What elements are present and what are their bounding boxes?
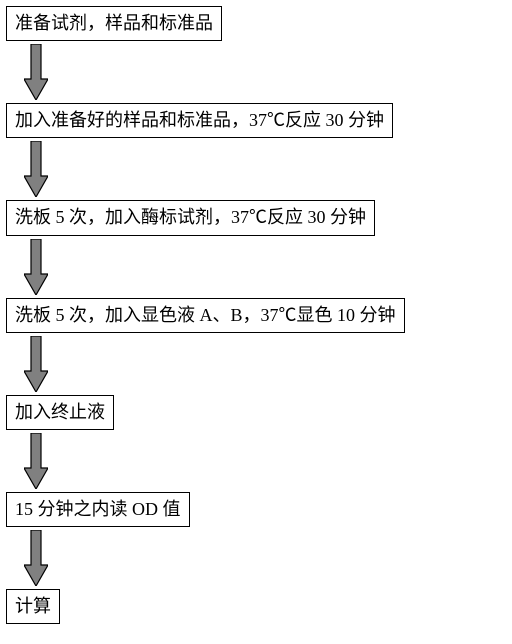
arrow-5 xyxy=(24,430,48,492)
step-box-6: 15 分钟之内读 OD 值 xyxy=(6,492,190,527)
flowchart: 准备试剂，样品和标准品 加入准备好的样品和标准品，37℃反应 30 分钟 洗板 … xyxy=(6,6,506,624)
down-arrow-icon xyxy=(24,44,48,100)
step-box-1: 准备试剂，样品和标准品 xyxy=(6,6,222,41)
arrow-2 xyxy=(24,138,48,200)
arrow-1 xyxy=(24,41,48,103)
down-arrow-icon xyxy=(24,239,48,295)
down-arrow-icon xyxy=(24,141,48,197)
arrow-3 xyxy=(24,236,48,298)
step-box-3: 洗板 5 次，加入酶标试剂，37℃反应 30 分钟 xyxy=(6,200,375,235)
step-box-2: 加入准备好的样品和标准品，37℃反应 30 分钟 xyxy=(6,103,393,138)
arrow-4 xyxy=(24,333,48,395)
step-box-7: 计算 xyxy=(6,589,60,624)
down-arrow-icon xyxy=(24,530,48,586)
arrow-6 xyxy=(24,527,48,589)
step-box-4: 洗板 5 次，加入显色液 A、B，37℃显色 10 分钟 xyxy=(6,298,405,333)
step-box-5: 加入终止液 xyxy=(6,395,114,430)
down-arrow-icon xyxy=(24,433,48,489)
down-arrow-icon xyxy=(24,336,48,392)
